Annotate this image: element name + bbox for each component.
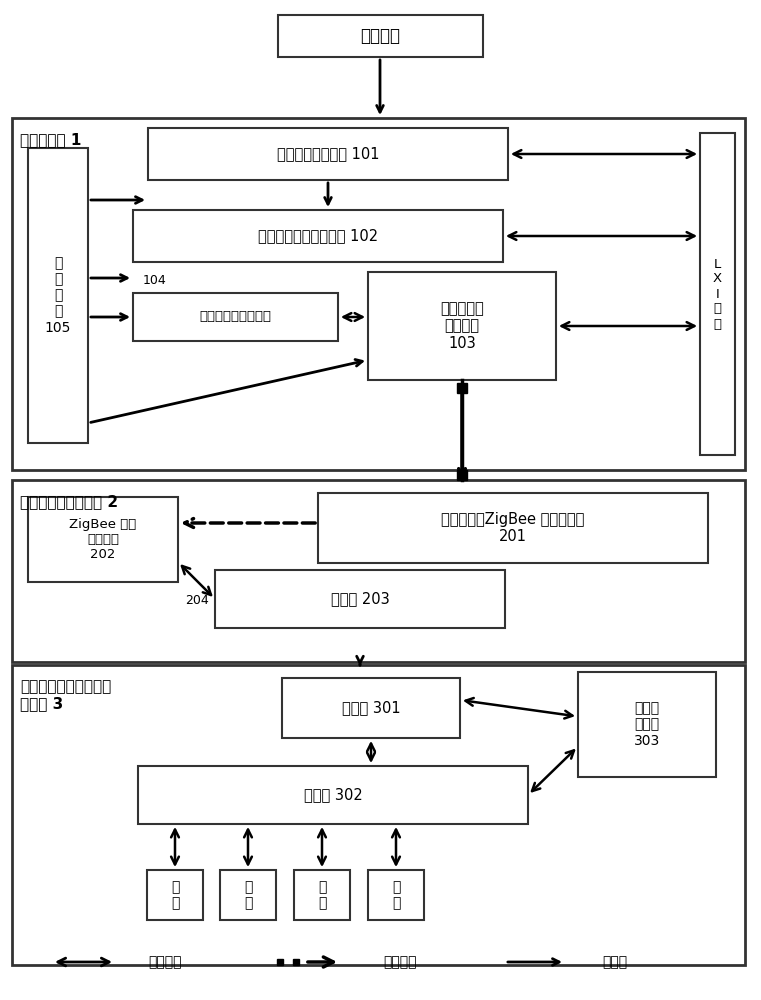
Text: 用
户: 用 户: [170, 880, 179, 910]
Text: 预警报
警装置
303: 预警报 警装置 303: [634, 701, 660, 748]
Bar: [148, 128, 508, 180]
Text: 204: 204: [185, 594, 209, 607]
Text: ZigBee 二次
汇聚节点
202: ZigBee 二次 汇聚节点 202: [69, 518, 137, 561]
Text: 路由器 203: 路由器 203: [330, 591, 390, 606]
Text: 前端子系统 1: 前端子系统 1: [20, 132, 81, 147]
Bar: [28, 148, 88, 443]
Text: 无线信号传
输子系统
103: 无线信号传 输子系统 103: [440, 301, 484, 351]
Text: 用
户: 用 户: [392, 880, 400, 910]
Text: 各个簇首（ZigBee 通信模块）
201: 各个簇首（ZigBee 通信模块） 201: [441, 512, 584, 544]
Bar: [215, 570, 505, 628]
Text: 用
户: 用 户: [244, 880, 252, 910]
Text: 电
源
部
分
105: 电 源 部 分 105: [45, 256, 72, 335]
Bar: [133, 210, 503, 262]
Text: 客户机 302: 客户机 302: [304, 788, 362, 802]
Bar: [12, 480, 745, 662]
Bar: [294, 870, 350, 920]
Text: 中部通信转换子系统 2: 中部通信转换子系统 2: [20, 494, 118, 509]
Text: L
X
I
总
线: L X I 总 线: [713, 257, 722, 330]
Bar: [138, 766, 528, 824]
Text: 监测水域: 监测水域: [361, 27, 400, 45]
Text: 外部环境监测子系统: 外部环境监测子系统: [199, 310, 272, 324]
Text: 图像采集和计数子系统 102: 图像采集和计数子系统 102: [258, 229, 378, 243]
Bar: [12, 118, 745, 470]
Text: 采样预处理子系统 101: 采样预处理子系统 101: [277, 146, 379, 161]
Text: 有线通信: 有线通信: [148, 955, 182, 969]
Bar: [368, 870, 424, 920]
Bar: [147, 870, 203, 920]
Bar: [318, 493, 708, 563]
Bar: [578, 672, 716, 777]
Bar: [133, 293, 338, 341]
Bar: [278, 15, 483, 57]
Bar: [700, 133, 735, 455]
Text: 服务器 301: 服务器 301: [342, 700, 400, 716]
Bar: [282, 678, 460, 738]
Text: 终端处理统计预警发布
子系统 3: 终端处理统计预警发布 子系统 3: [20, 679, 111, 711]
Bar: [12, 665, 745, 965]
Bar: [368, 272, 556, 380]
Text: 用
户: 用 户: [318, 880, 326, 910]
Bar: [220, 870, 276, 920]
Bar: [28, 497, 178, 582]
Text: 无线通信: 无线通信: [384, 955, 417, 969]
Text: 电源线: 电源线: [603, 955, 628, 969]
Text: 104: 104: [143, 274, 167, 288]
